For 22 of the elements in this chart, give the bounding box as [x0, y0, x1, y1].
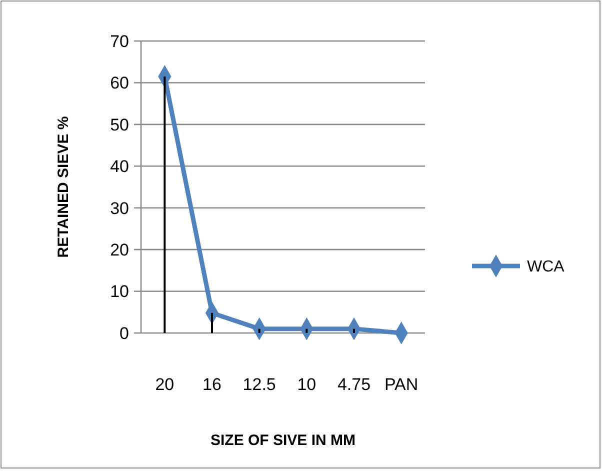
y-tick-label: 70 — [110, 32, 129, 51]
x-tick-label: 4.75 — [337, 375, 371, 394]
y-axis-title: RETAINED SIEVE % — [55, 116, 72, 258]
bar — [164, 76, 166, 333]
y-tick-label: 0 — [120, 324, 129, 343]
x-axis-title: SIZE OF SIVE IN MM — [210, 432, 356, 449]
legend-label: WCA — [527, 258, 565, 276]
y-tick-label: 30 — [110, 198, 129, 218]
bar — [353, 328, 355, 333]
y-tick-label: 20 — [110, 240, 129, 260]
bar — [306, 328, 308, 333]
y-tick-label: 10 — [110, 282, 129, 302]
y-tick-label: 50 — [110, 115, 129, 134]
bar — [258, 328, 260, 333]
x-tick-label: 16 — [202, 375, 222, 394]
y-tick-label: 40 — [110, 157, 129, 176]
x-tick-label: 12.5 — [242, 375, 276, 394]
y-tick-label: 60 — [110, 74, 129, 93]
bar — [211, 312, 213, 333]
x-tick-label: 10 — [297, 375, 316, 394]
x-tick-label: 20 — [155, 375, 174, 394]
x-tick-label: PAN — [384, 375, 418, 394]
